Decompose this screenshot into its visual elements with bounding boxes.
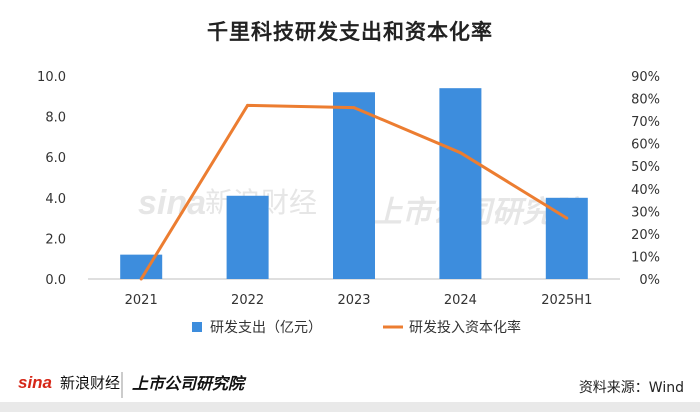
left-axis-ticks: 0.0 2.0 4.0 6.0 8.0 10.0 <box>37 70 66 288</box>
right-axis-tick-label: 70% <box>631 115 660 130</box>
left-axis-tick-label: 8.0 <box>45 111 66 126</box>
line-point <box>139 277 143 281</box>
right-axis-tick-label: 60% <box>631 138 660 153</box>
right-axis-tick-label: 10% <box>631 250 660 265</box>
x-axis-tick-label: 2022 <box>231 293 264 308</box>
research-institute-logo: 上市公司研究院 <box>132 374 247 393</box>
bottom-strip <box>0 402 700 412</box>
right-axis-tick-label: 50% <box>631 160 660 175</box>
footer-logos: sina 新浪财经 上市公司研究院 <box>18 368 348 402</box>
line-point <box>458 151 462 155</box>
right-axis-tick-label: 0% <box>639 273 660 288</box>
legend-bar-label: 研发支出（亿元） <box>210 320 322 336</box>
bar <box>226 195 269 279</box>
sina-logo: sina <box>18 373 52 392</box>
x-axis-tick-label: 2023 <box>337 293 370 308</box>
x-axis-ticks: 2021 2022 2023 2024 2025H1 <box>125 293 593 308</box>
bar <box>333 92 375 280</box>
footer-logo-svg: sina 新浪财经 上市公司研究院 <box>18 372 247 398</box>
legend-bar-swatch <box>192 322 202 332</box>
left-axis-tick-label: 4.0 <box>45 192 66 207</box>
right-axis-tick-label: 80% <box>631 93 660 108</box>
data-source: 资料来源：Wind <box>578 380 684 396</box>
bar <box>120 254 163 279</box>
right-axis-ticks: 0% 10% 20% 30% 40% 50% 60% 70% 80% 90% <box>631 70 660 288</box>
sina-brand-text: 新浪财经 <box>60 374 120 392</box>
bar-series <box>120 88 588 280</box>
right-axis-tick-label: 20% <box>631 228 660 243</box>
line-series <box>139 103 569 281</box>
x-axis-tick-label: 2025H1 <box>541 293 592 308</box>
left-axis-tick-label: 2.0 <box>45 232 66 247</box>
x-axis-tick-label: 2021 <box>125 293 158 308</box>
line-point <box>246 103 250 107</box>
right-axis-tick-label: 30% <box>631 205 660 220</box>
bar <box>439 88 482 280</box>
bar <box>545 197 588 279</box>
line-point <box>352 106 356 110</box>
left-axis-tick-label: 10.0 <box>37 70 66 85</box>
chart-title: 千里科技研发支出和资本化率 <box>207 20 493 44</box>
x-axis-tick-label: 2024 <box>444 293 477 308</box>
line-point <box>565 216 569 220</box>
legend-line-label: 研发投入资本化率 <box>409 319 521 336</box>
left-axis-tick-label: 6.0 <box>45 151 66 166</box>
left-axis-tick-label: 0.0 <box>45 273 66 288</box>
legend: 研发支出（亿元） 研发投入资本化率 <box>192 319 521 336</box>
right-axis-tick-label: 40% <box>631 183 660 198</box>
right-axis-tick-label: 90% <box>631 70 660 85</box>
